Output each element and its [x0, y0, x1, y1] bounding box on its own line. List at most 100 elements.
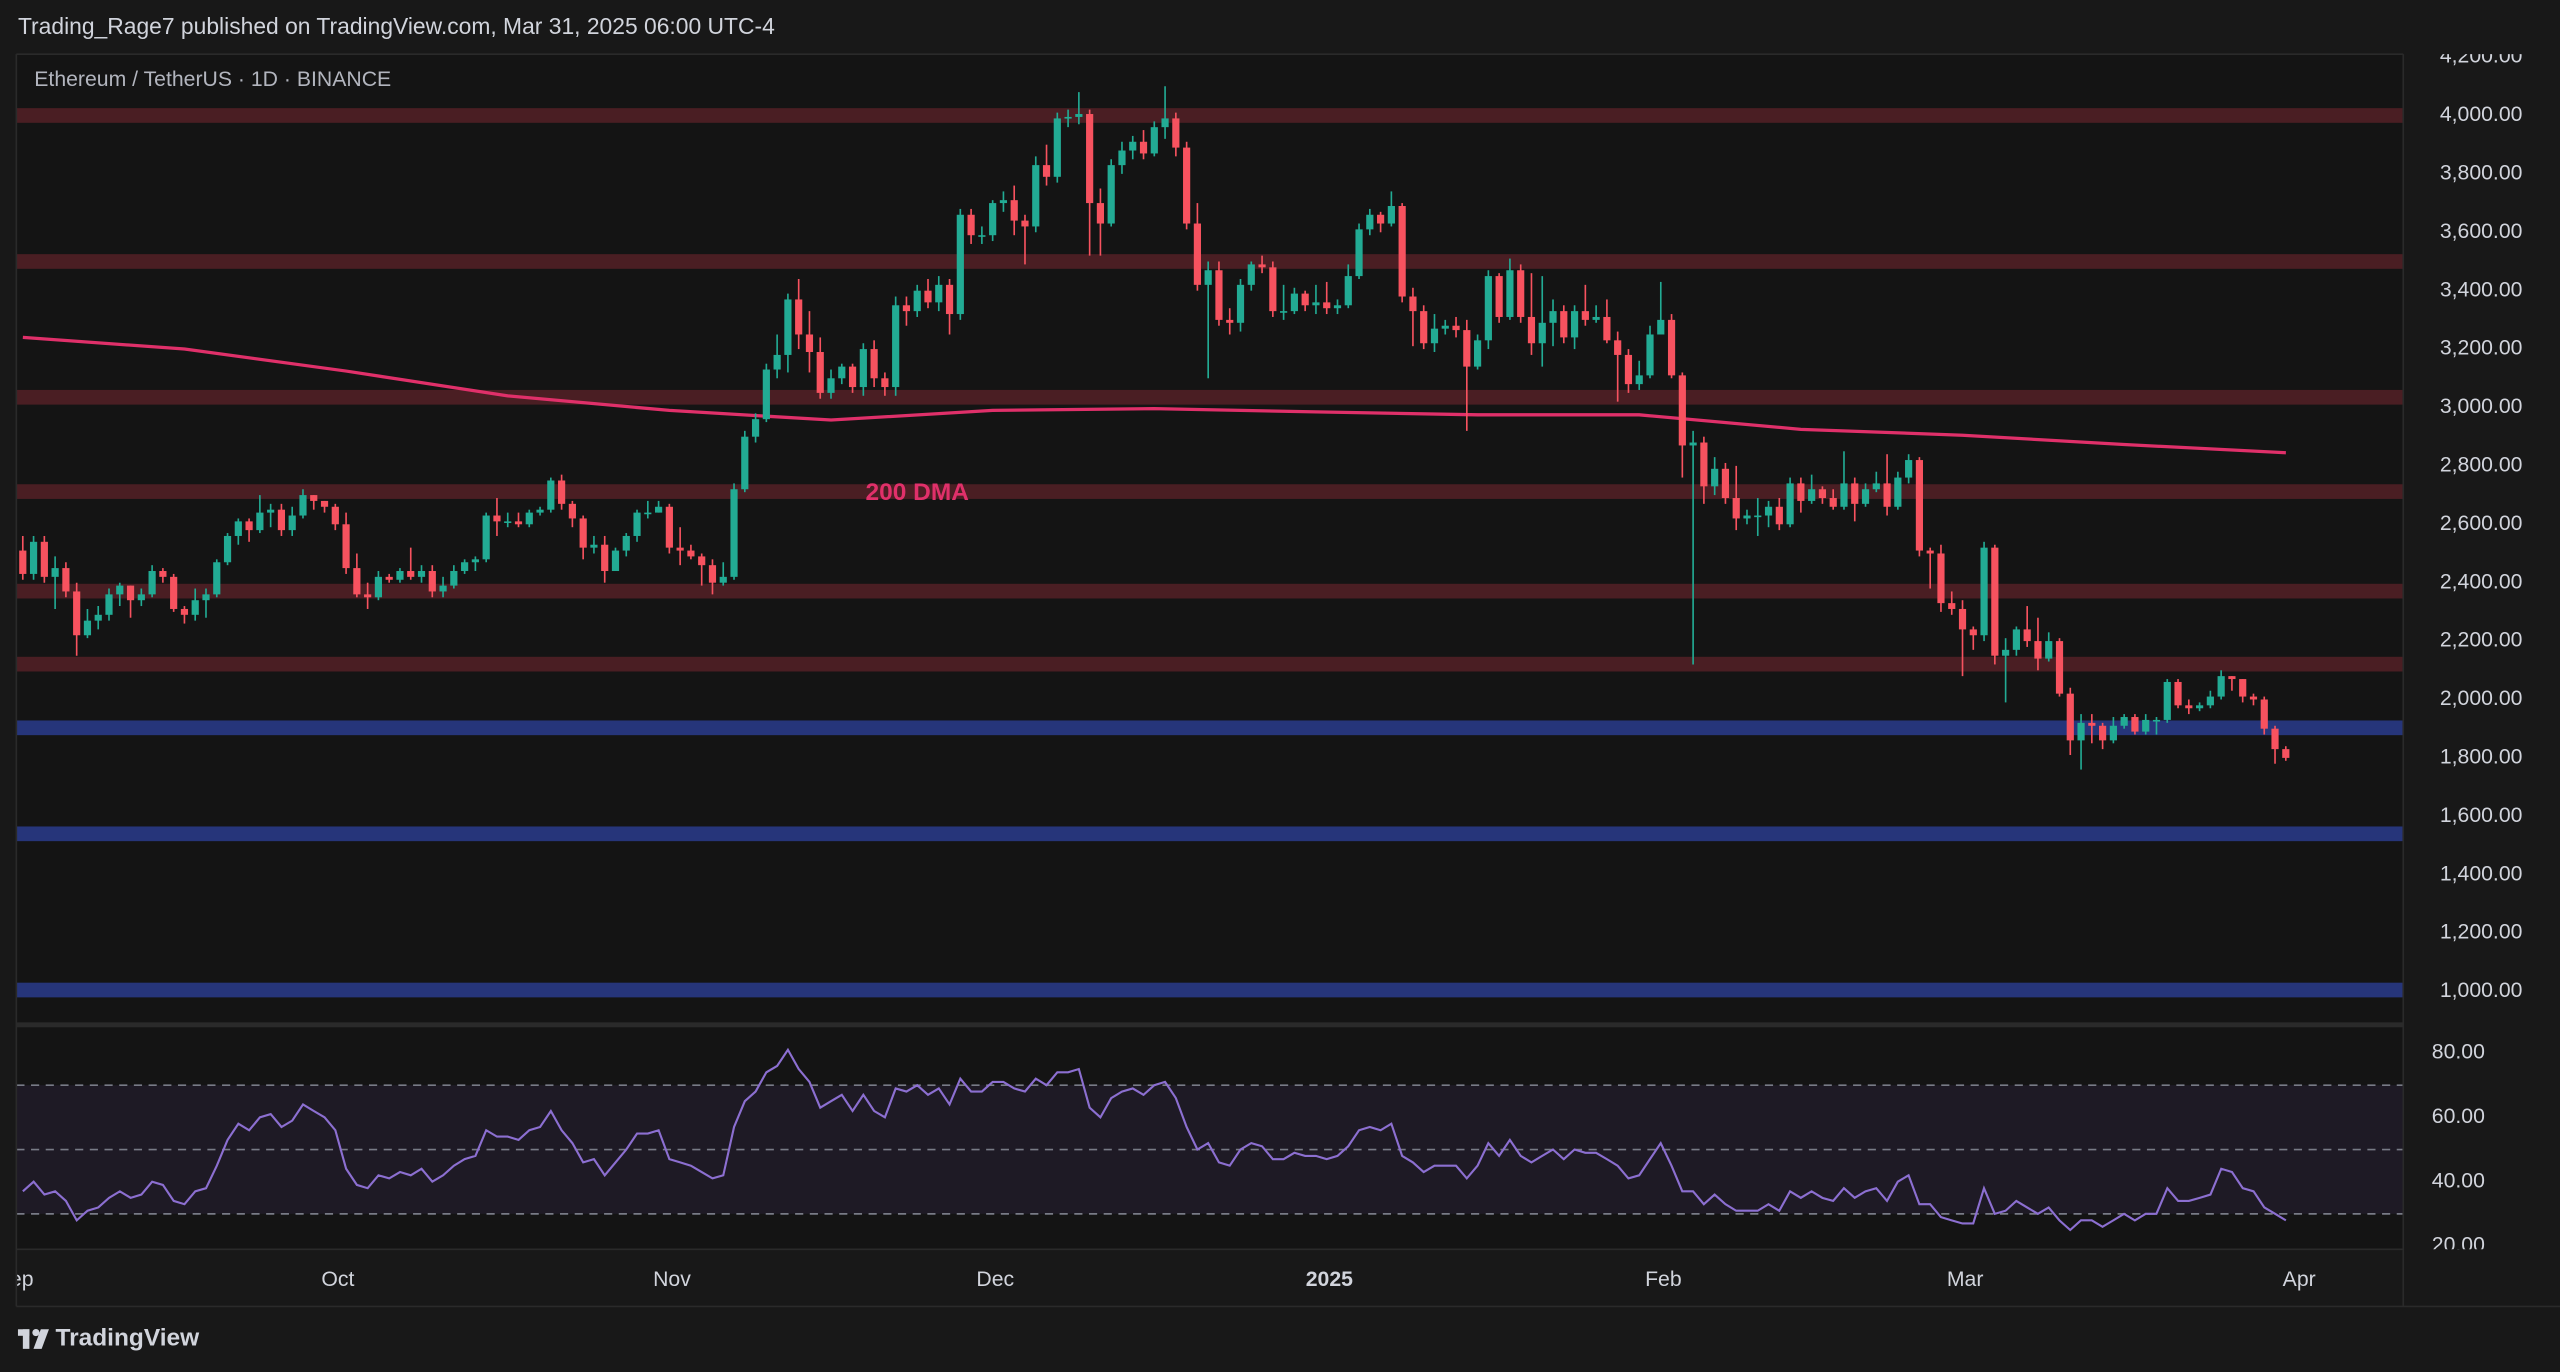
candle-body: [407, 571, 415, 577]
y-tick-label: 2,000.00: [2440, 687, 2523, 710]
candle-body: [1473, 340, 1482, 367]
x-tick-label: Oct: [321, 1268, 354, 1291]
candle-body: [805, 334, 814, 353]
candle-body: [784, 299, 792, 355]
time-axis: Sep Oct Nov Dec 2025 Feb Mar Apr: [16, 1268, 2316, 1291]
candle-body: [245, 521, 253, 531]
candle-body: [2260, 699, 2268, 729]
candle-body: [978, 235, 986, 237]
candle-body: [1463, 330, 1471, 367]
candle-body: [654, 506, 663, 513]
candle-body: [1107, 165, 1115, 224]
candle-body: [2045, 641, 2053, 659]
candle-body: [2196, 705, 2204, 709]
y-tick-label: 2,200.00: [2440, 629, 2523, 652]
candle-body: [1193, 223, 1201, 285]
candle-body: [1280, 311, 1288, 313]
candle-body: [945, 284, 954, 315]
candle-body: [267, 509, 275, 513]
candle-body: [1204, 270, 1212, 285]
candle-body: [687, 550, 695, 557]
candle-body: [935, 284, 943, 303]
candle-body: [353, 568, 361, 595]
candle-body: [1700, 442, 1708, 487]
candle-body: [827, 378, 835, 393]
candle-body: [1258, 264, 1266, 268]
candle-body: [2228, 676, 2236, 680]
candle-body: [2002, 649, 2010, 656]
candle-body: [558, 480, 566, 504]
candle-body: [1915, 460, 1924, 551]
candle-body: [2206, 696, 2214, 706]
footer-brand[interactable]: TradingView: [56, 1325, 201, 1352]
candle-body: [1183, 147, 1191, 224]
candle-body: [1851, 483, 1859, 504]
price-pane: 200 DMA: [16, 86, 2404, 998]
candle-body: [299, 495, 307, 516]
candle-body: [644, 512, 652, 515]
x-tick-label: Apr: [2283, 1268, 2316, 1291]
candle-body: [698, 556, 706, 566]
candle-body: [773, 354, 781, 370]
candle-body: [1829, 498, 1837, 507]
rsi-tick-label: 60.00: [2432, 1105, 2485, 1128]
x-tick-label: Dec: [976, 1268, 1014, 1291]
candle-body: [159, 571, 167, 577]
level-zone: [16, 254, 2404, 269]
candle-body: [1344, 276, 1352, 306]
candle-body: [1603, 316, 1611, 341]
y-tick-label: 2,600.00: [2440, 512, 2523, 535]
candle-body: [2034, 641, 2042, 659]
candle-body: [967, 214, 975, 236]
level-zone: [16, 982, 2404, 998]
candle-body: [1775, 506, 1783, 525]
candle-body: [1549, 311, 1557, 323]
candle-body: [2109, 725, 2117, 741]
x-tick-label: Mar: [1947, 1268, 1984, 1291]
candle-body: [29, 541, 38, 574]
y-tick-label: 1,400.00: [2440, 862, 2523, 885]
candle-body: [2012, 629, 2020, 650]
candle-body: [1312, 302, 1320, 306]
candle-body: [450, 571, 458, 586]
candle-body: [288, 515, 296, 531]
candle-body: [1905, 460, 1913, 478]
candle-body: [310, 495, 318, 501]
y-tick-label: 4,200.00: [2440, 45, 2523, 68]
candle-body: [1657, 319, 1665, 335]
candle-body: [2185, 705, 2193, 709]
candle-body: [1215, 270, 1223, 320]
candle-body: [1506, 270, 1514, 317]
level-zone: [16, 656, 2404, 672]
rsi-tick-label: 40.00: [2432, 1169, 2485, 1192]
y-tick-label: 3,000.00: [2440, 395, 2523, 418]
candle-body: [374, 576, 383, 598]
candle-body: [1861, 489, 1870, 504]
candle-body: [2055, 641, 2064, 694]
candle-body: [1032, 165, 1040, 227]
candle-body: [2066, 693, 2074, 741]
candle-body: [320, 500, 329, 507]
candle-body: [1646, 334, 1654, 376]
candle-body: [277, 509, 286, 531]
candle-body: [94, 614, 102, 621]
candle-body: [1689, 442, 1697, 446]
y-tick-label: 3,600.00: [2440, 220, 2523, 243]
y-tick-label: 1,800.00: [2440, 746, 2523, 769]
candle-body: [730, 489, 738, 577]
x-tick-label: Nov: [653, 1268, 691, 1291]
candle-body: [525, 512, 533, 525]
candle-body: [2174, 681, 2182, 706]
candle-body: [428, 571, 436, 592]
rsi-tick-label: 80.00: [2432, 1041, 2485, 1064]
y-tick-label: 3,400.00: [2440, 278, 2523, 301]
level-zone: [16, 720, 2404, 736]
candle-body: [1808, 489, 1816, 501]
y-tick-label: 2,400.00: [2440, 570, 2523, 593]
candle-body: [1937, 553, 1945, 604]
candle-body: [1150, 127, 1158, 154]
candle-body: [471, 559, 479, 563]
candle-body: [1398, 206, 1406, 297]
candle-body: [170, 576, 178, 609]
candle-body: [1290, 293, 1298, 312]
